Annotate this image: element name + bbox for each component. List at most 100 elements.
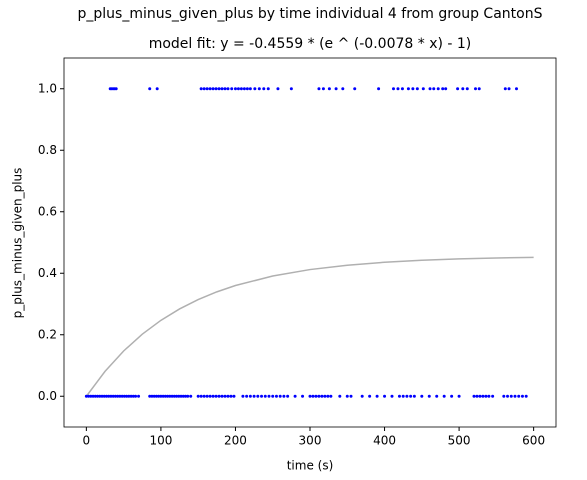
point bbox=[321, 87, 325, 91]
x-tick-label: 0 bbox=[83, 434, 91, 448]
y-tick-label: 0.0 bbox=[38, 389, 57, 403]
point bbox=[509, 394, 513, 398]
point bbox=[341, 87, 345, 91]
point bbox=[506, 394, 510, 398]
point bbox=[456, 87, 460, 91]
chart-title: p_plus_minus_given_plus by time individu… bbox=[78, 6, 543, 22]
point bbox=[205, 87, 209, 91]
point bbox=[89, 394, 93, 398]
point bbox=[104, 394, 108, 398]
point bbox=[248, 394, 252, 398]
point bbox=[100, 394, 104, 398]
point bbox=[134, 394, 138, 398]
point bbox=[276, 87, 280, 91]
point bbox=[155, 87, 159, 91]
point bbox=[271, 394, 275, 398]
point bbox=[170, 394, 174, 398]
point bbox=[323, 394, 327, 398]
point bbox=[396, 87, 400, 91]
point bbox=[391, 87, 395, 91]
point bbox=[186, 394, 190, 398]
point bbox=[232, 394, 236, 398]
point bbox=[226, 394, 230, 398]
point bbox=[236, 87, 240, 91]
point bbox=[442, 394, 446, 398]
point bbox=[444, 87, 448, 91]
point bbox=[524, 394, 528, 398]
point bbox=[175, 394, 179, 398]
point bbox=[93, 394, 97, 398]
point bbox=[293, 394, 297, 398]
point bbox=[166, 394, 170, 398]
point bbox=[326, 394, 330, 398]
point bbox=[435, 394, 439, 398]
point bbox=[226, 87, 230, 91]
point bbox=[375, 394, 379, 398]
point bbox=[411, 87, 415, 91]
point bbox=[245, 394, 249, 398]
point bbox=[503, 87, 507, 91]
point bbox=[118, 394, 122, 398]
point bbox=[120, 394, 124, 398]
point bbox=[150, 394, 154, 398]
point bbox=[383, 394, 387, 398]
point bbox=[157, 394, 161, 398]
point bbox=[320, 394, 324, 398]
point bbox=[514, 87, 518, 91]
x-axis-label: time (s) bbox=[287, 459, 334, 473]
point bbox=[409, 394, 413, 398]
point bbox=[177, 394, 181, 398]
point bbox=[314, 394, 318, 398]
point bbox=[211, 87, 215, 91]
point bbox=[91, 394, 95, 398]
point bbox=[125, 394, 129, 398]
point bbox=[208, 394, 212, 398]
point bbox=[481, 394, 485, 398]
point bbox=[184, 394, 188, 398]
y-axis-label: p_plus_minus_given_plus bbox=[11, 168, 25, 319]
point bbox=[214, 394, 218, 398]
y-tick-label: 0.4 bbox=[38, 266, 57, 280]
point bbox=[334, 87, 338, 91]
point bbox=[368, 394, 372, 398]
point bbox=[113, 394, 117, 398]
point bbox=[412, 394, 416, 398]
point bbox=[345, 394, 349, 398]
point bbox=[427, 394, 431, 398]
point bbox=[353, 87, 357, 91]
point bbox=[390, 394, 394, 398]
point bbox=[137, 394, 141, 398]
point bbox=[487, 394, 491, 398]
point bbox=[196, 394, 200, 398]
point bbox=[477, 87, 481, 91]
point bbox=[181, 394, 185, 398]
point bbox=[405, 394, 409, 398]
point bbox=[461, 87, 465, 91]
point bbox=[172, 394, 176, 398]
point bbox=[245, 87, 249, 91]
point bbox=[428, 87, 432, 91]
point bbox=[223, 394, 227, 398]
point bbox=[397, 394, 401, 398]
x-tick-label: 500 bbox=[448, 434, 471, 448]
point bbox=[420, 394, 424, 398]
point bbox=[109, 394, 113, 398]
point bbox=[253, 87, 257, 91]
point bbox=[168, 394, 172, 398]
point bbox=[129, 394, 133, 398]
x-tick-label: 200 bbox=[224, 434, 247, 448]
point bbox=[87, 394, 91, 398]
point bbox=[311, 394, 315, 398]
point bbox=[256, 394, 260, 398]
point bbox=[84, 394, 88, 398]
point bbox=[199, 87, 203, 91]
point bbox=[267, 394, 271, 398]
x-tick-label: 300 bbox=[299, 434, 322, 448]
point bbox=[520, 394, 524, 398]
point bbox=[220, 394, 224, 398]
y-tick-label: 0.6 bbox=[38, 204, 57, 218]
point bbox=[513, 394, 517, 398]
point bbox=[205, 394, 209, 398]
point bbox=[122, 394, 126, 398]
